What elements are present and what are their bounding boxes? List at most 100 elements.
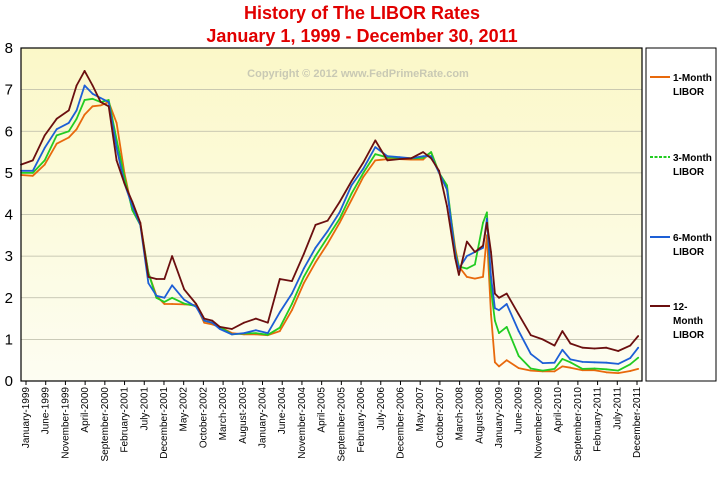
- data-point-6-month-libor: [338, 211, 341, 214]
- data-point-3-month-libor: [183, 302, 186, 305]
- x-tick-label: September-2010: [573, 387, 584, 462]
- data-point-12-month-libor: [498, 296, 500, 299]
- data-point-3-month-libor: [31, 172, 34, 174]
- data-point-3-month-libor: [486, 211, 488, 214]
- x-tick-label: February-2006: [356, 387, 367, 453]
- y-tick-label: 8: [5, 40, 13, 57]
- x-tick-label: April-2010: [553, 387, 564, 433]
- data-point-6-month-libor: [446, 188, 448, 191]
- data-point-1-month-libor: [374, 159, 377, 162]
- data-point-12-month-libor: [326, 219, 329, 222]
- data-point-1-month-libor: [278, 330, 281, 332]
- data-point-3-month-libor: [430, 151, 432, 154]
- data-point-1-month-libor: [498, 365, 500, 368]
- data-point-12-month-libor: [243, 321, 245, 324]
- data-point-12-month-libor: [211, 319, 214, 322]
- data-point-6-month-libor: [314, 246, 317, 249]
- data-point-1-month-libor: [203, 321, 206, 324]
- data-point-6-month-libor: [517, 330, 520, 332]
- data-point-3-month-libor: [163, 301, 166, 303]
- y-tick-label: 5: [5, 165, 13, 182]
- data-point-3-month-libor: [326, 236, 329, 239]
- x-tick-label: July-2011: [612, 387, 623, 430]
- data-point-3-month-libor: [466, 267, 468, 270]
- data-point-6-month-libor: [486, 217, 488, 220]
- data-point-12-month-libor: [374, 139, 377, 142]
- data-point-6-month-libor: [243, 332, 245, 334]
- data-point-12-month-libor: [107, 105, 110, 108]
- data-point-12-month-libor: [446, 205, 448, 208]
- data-point-1-month-libor: [605, 371, 608, 374]
- data-point-3-month-libor: [291, 303, 293, 305]
- data-point-3-month-libor: [581, 368, 584, 370]
- data-point-12-month-libor: [561, 330, 564, 332]
- data-point-6-month-libor: [362, 167, 365, 170]
- x-tick-label: June-2004: [277, 387, 288, 435]
- x-tick-label: January-2004: [258, 387, 269, 449]
- legend-box: [645, 47, 717, 382]
- data-point-6-month-libor: [326, 230, 329, 233]
- data-point-3-month-libor: [171, 296, 174, 299]
- data-point-12-month-libor: [302, 253, 305, 255]
- x-tick-label: November-2009: [533, 387, 544, 459]
- x-tick-label: March-2008: [455, 387, 466, 441]
- data-point-1-month-libor: [553, 370, 556, 373]
- data-point-12-month-libor: [454, 257, 457, 260]
- data-point-12-month-libor: [99, 101, 102, 103]
- x-tick-label: April-2000: [80, 387, 91, 433]
- data-point-3-month-libor: [338, 217, 341, 220]
- data-point-6-month-libor: [291, 292, 293, 295]
- data-point-6-month-libor: [605, 361, 608, 364]
- data-point-6-month-libor: [494, 307, 496, 310]
- data-point-3-month-libor: [131, 209, 134, 212]
- data-point-3-month-libor: [446, 184, 448, 187]
- data-point-6-month-libor: [629, 357, 632, 359]
- data-point-1-month-libor: [490, 313, 492, 316]
- data-point-1-month-libor: [474, 277, 476, 280]
- data-point-1-month-libor: [529, 369, 532, 372]
- data-point-3-month-libor: [561, 358, 564, 360]
- data-point-3-month-libor: [155, 296, 158, 299]
- data-point-1-month-libor: [314, 261, 317, 264]
- data-point-3-month-libor: [474, 263, 476, 266]
- data-point-3-month-libor: [482, 221, 484, 224]
- x-tick-label: November-2004: [297, 387, 308, 459]
- x-tick-label: January-1999: [21, 387, 32, 449]
- plot-border: [20, 47, 643, 382]
- data-point-12-month-libor: [553, 344, 556, 347]
- data-point-6-month-libor: [67, 122, 70, 124]
- data-point-3-month-libor: [529, 367, 532, 370]
- x-tick-label: October-2007: [435, 387, 446, 449]
- data-point-12-month-libor: [43, 134, 46, 137]
- data-point-1-month-libor: [31, 174, 34, 177]
- data-point-3-month-libor: [617, 369, 620, 372]
- x-tick-label: June-1999: [41, 387, 52, 435]
- x-tick-label: December-2011: [632, 387, 643, 458]
- data-point-3-month-libor: [498, 332, 500, 334]
- data-point-6-month-libor: [374, 146, 377, 149]
- data-point-3-month-libor: [266, 333, 269, 336]
- data-point-12-month-libor: [123, 182, 126, 185]
- data-point-6-month-libor: [99, 97, 102, 99]
- data-point-12-month-libor: [466, 240, 468, 243]
- data-point-3-month-libor: [302, 276, 305, 278]
- data-point-12-month-libor: [67, 109, 70, 112]
- grid: [21, 89, 642, 340]
- x-tick-label: December-2006: [395, 387, 406, 459]
- y-tick-label: 6: [5, 123, 13, 140]
- data-point-1-month-libor: [466, 276, 468, 278]
- data-point-6-month-libor: [617, 363, 620, 365]
- data-point-3-month-libor: [107, 99, 110, 101]
- data-point-12-month-libor: [55, 117, 58, 120]
- y-tick-label: 4: [5, 207, 13, 224]
- legend-label-1-month-libor: 1-Month LIBOR: [673, 73, 712, 98]
- data-point-12-month-libor: [155, 278, 158, 280]
- data-point-6-month-libor: [155, 294, 158, 297]
- data-point-1-month-libor: [517, 367, 520, 369]
- data-point-6-month-libor: [231, 333, 233, 336]
- data-point-12-month-libor: [569, 342, 572, 345]
- data-point-1-month-libor: [171, 303, 174, 305]
- data-point-6-month-libor: [43, 147, 46, 149]
- data-point-12-month-libor: [83, 70, 86, 72]
